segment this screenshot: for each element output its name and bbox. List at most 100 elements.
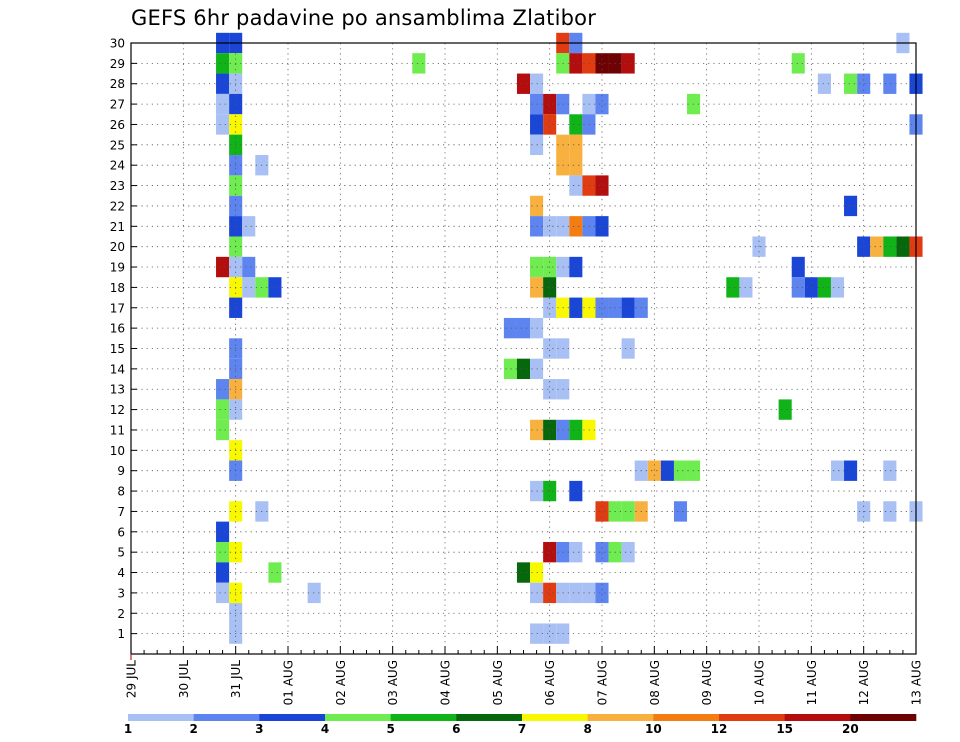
heatmap-cell: [530, 73, 544, 94]
heatmap-cell: [543, 623, 557, 644]
heatmap-cell: [857, 73, 871, 94]
heatmap-cell: [530, 195, 544, 217]
heatmap-cell: [726, 277, 740, 298]
legend-label: 8: [583, 722, 591, 736]
heatmap-cell: [216, 53, 230, 74]
heatmap-cell: [516, 73, 531, 94]
heatmap-cell: [817, 277, 831, 298]
heatmap-cell: [883, 236, 897, 257]
heatmap-cell: [530, 317, 544, 339]
x-tick-label: 11 AUG: [805, 660, 819, 705]
heatmap-cell: [621, 53, 635, 74]
heatmap-cell: [791, 277, 805, 298]
heatmap-cell: [844, 73, 858, 94]
x-tick-label: 07 AUG: [596, 660, 610, 705]
heatmap-cell: [543, 93, 557, 115]
heatmap-cell: [530, 480, 544, 502]
heatmap-cell: [569, 175, 583, 196]
heatmap-cell: [268, 277, 282, 298]
heatmap-cell: [595, 541, 609, 563]
legend-swatch: [719, 714, 785, 721]
heatmap-cells: [216, 32, 923, 644]
x-axis: 29 JUL 30 JUL 31 JUL 01 AUG 02 AUG 03 AUG 04 A…: [125, 646, 924, 705]
y-tick-label: 4: [117, 566, 125, 580]
heatmap-cell: [530, 623, 544, 644]
y-tick-label: 18: [110, 281, 125, 295]
heatmap-cell: [543, 216, 557, 237]
heatmap-cell: [621, 501, 635, 522]
heatmap-cell: [216, 399, 230, 420]
grid-lines: [131, 42, 916, 654]
heatmap-cell: [242, 256, 256, 278]
heatmap-cell: [530, 134, 544, 156]
heatmap-cell: [530, 256, 544, 278]
heatmap-cell: [621, 297, 635, 318]
x-tick-label: 13 AUG: [910, 660, 924, 705]
heatmap-cell: [673, 501, 688, 522]
y-tick-label: 26: [110, 118, 125, 132]
heatmap-cell: [569, 480, 583, 502]
y-tick-label: 15: [110, 342, 125, 356]
legend-label: 20: [842, 722, 859, 736]
heatmap-cell: [530, 216, 544, 237]
legend-swatch: [390, 714, 457, 721]
heatmap-cell: [516, 317, 531, 339]
heatmap-cell: [216, 73, 230, 94]
y-tick-label: 28: [110, 77, 125, 91]
y-tick-label: 11: [110, 423, 125, 437]
legend-label: 4: [321, 722, 329, 736]
heatmap-cell: [621, 541, 635, 563]
legend-swatch: [522, 714, 588, 721]
heatmap-cell: [569, 155, 583, 176]
heatmap-cell: [242, 216, 256, 237]
y-tick-label: 1: [117, 627, 125, 641]
y-tick-label: 22: [110, 199, 125, 213]
x-tick-label: 02 AUG: [334, 660, 348, 705]
y-tick-label: 19: [110, 261, 125, 275]
heatmap-cell: [543, 379, 557, 400]
heatmap-cell: [896, 236, 910, 257]
legend-swatch: [193, 714, 260, 721]
heatmap-cell: [595, 216, 609, 237]
legend-label: 1: [124, 722, 132, 736]
legend-swatch: [128, 714, 194, 721]
y-tick-label: 8: [117, 485, 125, 499]
y-tick-label: 25: [110, 138, 125, 152]
legend-label: 12: [711, 722, 728, 736]
heatmap-cell: [844, 195, 858, 217]
heatmap-cell: [530, 93, 544, 115]
heatmap-cell: [778, 399, 792, 420]
heatmap-cell: [216, 521, 230, 542]
heatmap-cell: [647, 460, 661, 481]
x-tick-label: 05 AUG: [491, 660, 505, 705]
heatmap-cell: [530, 358, 544, 380]
x-tick-label: 04 AUG: [439, 660, 453, 705]
legend-label: 15: [776, 722, 793, 736]
heatmap-cell: [530, 582, 544, 604]
heatmap-cell: [543, 114, 557, 135]
heatmap-cell: [569, 582, 583, 604]
heatmap-cell: [242, 277, 256, 298]
heatmap-cell: [516, 562, 531, 583]
x-tick-label: 12 AUG: [857, 660, 871, 705]
heatmap-cell: [516, 358, 531, 380]
heatmap-cell: [569, 53, 583, 74]
heatmap-cell: [673, 460, 688, 481]
heatmap-cell: [621, 338, 635, 359]
heatmap-cell: [569, 114, 583, 135]
heatmap-cell: [216, 379, 230, 400]
x-tick-label: 30 JUL: [177, 660, 191, 698]
legend-swatch: [653, 714, 720, 721]
heatmap-cell: [569, 256, 583, 278]
heatmap-cell: [883, 460, 897, 481]
heatmap-cell: [569, 134, 583, 156]
y-tick-label: 23: [110, 179, 125, 193]
heatmap-cell: [595, 175, 609, 196]
y-tick-label: 7: [117, 505, 125, 519]
legend-swatch: [784, 714, 851, 721]
y-tick-label: 5: [117, 546, 125, 560]
heatmap-cell: [216, 114, 230, 135]
y-tick-label: 10: [110, 444, 125, 458]
x-tick-label: 08 AUG: [648, 660, 662, 705]
